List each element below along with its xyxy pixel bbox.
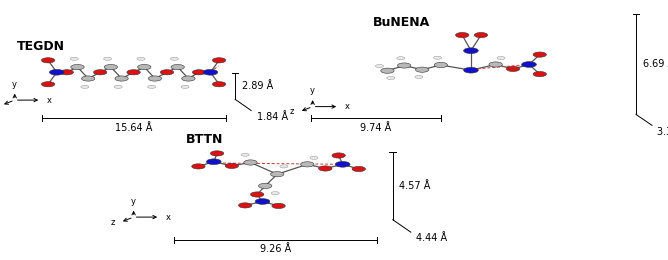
Circle shape [171, 64, 184, 70]
Circle shape [489, 62, 502, 67]
Circle shape [375, 64, 383, 68]
Text: 15.64 Å: 15.64 Å [116, 123, 152, 133]
Text: BTTN: BTTN [186, 133, 223, 146]
Text: y: y [310, 86, 315, 95]
Circle shape [332, 153, 345, 158]
Circle shape [497, 56, 505, 60]
Circle shape [210, 151, 224, 156]
Text: BuNENA: BuNENA [373, 16, 430, 29]
Text: 9.74 Å: 9.74 Å [360, 123, 391, 133]
Circle shape [94, 70, 107, 75]
Text: TEGDN: TEGDN [17, 40, 65, 53]
Circle shape [533, 52, 546, 57]
Text: x: x [47, 96, 51, 105]
Circle shape [104, 64, 118, 70]
Circle shape [244, 160, 257, 165]
Circle shape [148, 85, 156, 88]
Circle shape [81, 85, 89, 88]
Circle shape [464, 48, 478, 54]
Circle shape [114, 85, 122, 88]
Circle shape [250, 192, 264, 197]
Circle shape [464, 67, 478, 73]
Circle shape [352, 166, 365, 172]
Text: x: x [166, 213, 170, 222]
Circle shape [280, 165, 288, 168]
Circle shape [397, 57, 405, 60]
Circle shape [381, 68, 394, 73]
Circle shape [533, 72, 546, 77]
Circle shape [474, 32, 488, 38]
Circle shape [192, 70, 206, 75]
Circle shape [70, 57, 78, 60]
Circle shape [415, 75, 423, 79]
Text: y: y [12, 80, 17, 89]
Text: 3.37 Å: 3.37 Å [657, 127, 668, 136]
Circle shape [271, 192, 279, 195]
Text: 9.26 Å: 9.26 Å [260, 244, 291, 254]
Circle shape [434, 62, 448, 68]
Text: 4.44 Å: 4.44 Å [416, 233, 448, 243]
Circle shape [225, 163, 238, 168]
Text: 2.89 Å: 2.89 Å [242, 81, 273, 91]
Circle shape [319, 166, 332, 171]
Circle shape [104, 57, 112, 60]
Circle shape [138, 64, 151, 70]
Text: 4.57 Å: 4.57 Å [399, 181, 431, 191]
Text: z: z [110, 218, 115, 227]
Circle shape [259, 183, 272, 188]
Circle shape [271, 172, 284, 177]
Circle shape [192, 164, 205, 169]
Circle shape [241, 153, 249, 156]
Circle shape [203, 69, 218, 75]
Circle shape [397, 63, 411, 68]
Circle shape [415, 67, 429, 72]
Circle shape [387, 76, 395, 80]
Circle shape [71, 64, 84, 70]
Circle shape [182, 76, 195, 81]
Circle shape [522, 62, 536, 67]
Circle shape [310, 156, 318, 159]
Circle shape [160, 70, 174, 75]
Circle shape [301, 162, 314, 167]
Circle shape [60, 70, 73, 75]
Text: 1.84 Å: 1.84 Å [257, 112, 288, 122]
Circle shape [238, 203, 252, 208]
Circle shape [212, 82, 226, 87]
Circle shape [81, 76, 95, 81]
Circle shape [115, 76, 128, 81]
Circle shape [212, 58, 226, 63]
Text: y: y [131, 197, 136, 206]
Circle shape [506, 66, 520, 72]
Circle shape [206, 159, 221, 165]
Circle shape [137, 57, 145, 60]
Text: x: x [345, 102, 349, 111]
Circle shape [41, 58, 55, 63]
Circle shape [127, 70, 140, 75]
Circle shape [148, 76, 162, 81]
Text: 6.69 Å: 6.69 Å [643, 59, 668, 69]
Circle shape [335, 161, 350, 167]
Circle shape [456, 32, 469, 38]
Circle shape [170, 57, 178, 60]
Circle shape [434, 56, 442, 59]
Circle shape [49, 69, 64, 75]
Text: z: z [289, 107, 294, 116]
Circle shape [41, 82, 55, 87]
Circle shape [255, 199, 270, 204]
Circle shape [181, 85, 189, 88]
Circle shape [272, 203, 285, 209]
